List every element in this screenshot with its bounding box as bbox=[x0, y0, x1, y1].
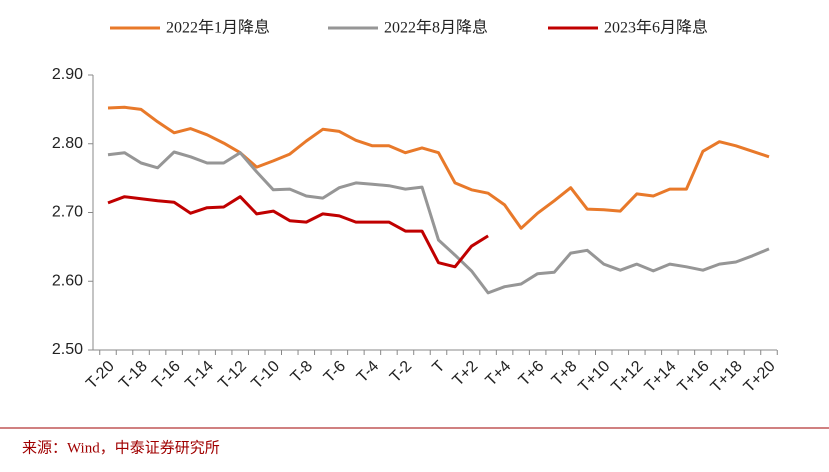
x-tick-label: T-2 bbox=[387, 358, 415, 386]
series-line bbox=[107, 105, 770, 230]
x-tick-label: T-16 bbox=[149, 358, 184, 393]
x-tick-label: T bbox=[429, 358, 448, 377]
x-tick-label: T+12 bbox=[608, 358, 646, 396]
x-tick-label: T+20 bbox=[741, 358, 779, 396]
x-tick-label: T-20 bbox=[83, 358, 118, 393]
legend-label: 2022年1月降息 bbox=[166, 19, 270, 37]
x-tick-label: T-12 bbox=[215, 358, 250, 393]
x-tick-label: T+10 bbox=[575, 358, 613, 396]
x-tick-label: T+6 bbox=[516, 358, 548, 390]
x-tick-label: T+18 bbox=[708, 358, 746, 396]
y-tick-label: 2.60 bbox=[52, 272, 83, 289]
y-tick-label: 2.90 bbox=[52, 66, 83, 83]
x-tick-label: T-10 bbox=[248, 358, 283, 393]
x-tick-label: T+2 bbox=[450, 358, 482, 390]
y-tick-label: 2.80 bbox=[52, 135, 83, 152]
x-tick-label: T-18 bbox=[116, 358, 151, 393]
x-tick-label: T+4 bbox=[483, 358, 515, 390]
x-tick-label: T-6 bbox=[321, 358, 349, 386]
y-tick-label: 2.50 bbox=[52, 341, 83, 358]
y-tick-label: 2.70 bbox=[52, 204, 83, 221]
x-tick-label: T-14 bbox=[182, 358, 217, 393]
series-line bbox=[107, 195, 489, 269]
legend-label: 2023年6月降息 bbox=[604, 19, 708, 37]
source: 来源：Wind，中泰证券研究所 bbox=[22, 439, 220, 456]
legend-label: 2022年8月降息 bbox=[384, 19, 488, 37]
x-tick-label: T-8 bbox=[288, 358, 316, 386]
x-tick-label: T+16 bbox=[675, 358, 713, 396]
series-line bbox=[107, 150, 770, 295]
x-tick-label: T-4 bbox=[354, 358, 382, 386]
x-tick-label: T+14 bbox=[642, 358, 680, 396]
